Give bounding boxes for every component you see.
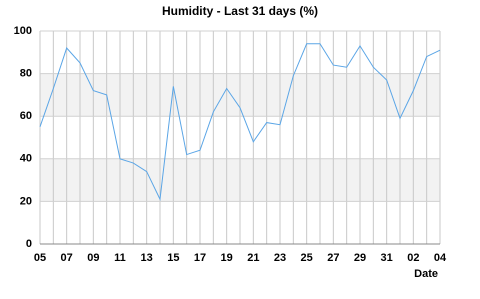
x-tick-label: 09 — [87, 252, 99, 264]
x-tick-label: 02 — [407, 252, 419, 264]
x-tick-label: 25 — [301, 252, 313, 264]
x-tick-label: 27 — [327, 252, 339, 264]
x-tick-label: 21 — [247, 252, 259, 264]
y-tick-label: 60 — [20, 110, 32, 122]
line — [39, 43, 441, 202]
x-tick-label: 19 — [221, 252, 233, 264]
x-tick-label: 15 — [167, 252, 179, 264]
x-tick-label: 07 — [61, 252, 73, 264]
x-tick-label: 11 — [114, 252, 126, 264]
y-tick-label: 20 — [20, 195, 32, 207]
x-tick-label: 13 — [141, 252, 153, 264]
x-tick-label: 17 — [194, 252, 206, 264]
y-tick-label: 0 — [26, 238, 32, 250]
x-tick-label: 31 — [381, 252, 393, 264]
y-tick-label: 100 — [14, 25, 32, 37]
x-axis-label: Date — [414, 268, 438, 280]
x-tick-label: 29 — [354, 252, 366, 264]
x-tick-label: 05 — [34, 252, 46, 264]
y-tick-label: 40 — [20, 153, 32, 165]
y-tick-label: 80 — [20, 68, 32, 80]
x-tick-label: 23 — [274, 252, 286, 264]
chart-title: Humidity - Last 31 days (%) — [162, 4, 318, 18]
x-tick-label: 04 — [434, 252, 447, 264]
